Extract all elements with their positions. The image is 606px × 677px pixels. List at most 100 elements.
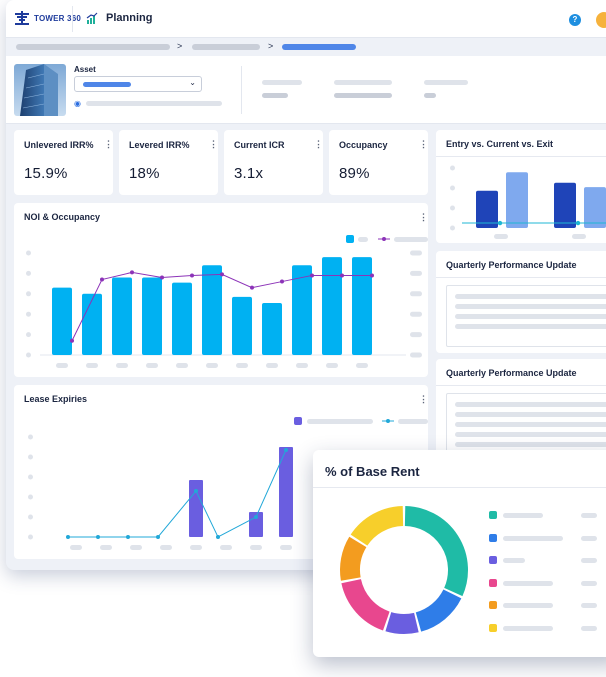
y-tick-label [28,514,33,520]
breadcrumb-item[interactable] [192,44,260,50]
kpi-value: 15.9% [24,165,68,182]
y2-tick-label [410,291,422,297]
y-tick-label [26,270,31,276]
legend-swatch-line-dot [382,237,386,241]
occupancy-point [310,273,314,278]
legend-label [503,535,563,541]
notification-icon[interactable] [596,12,606,28]
noi-bar [142,277,162,355]
kpi-value: 18% [129,165,160,182]
y-tick-label [26,332,31,338]
legend-swatch [489,578,497,587]
breadcrumb-item[interactable] [16,44,170,50]
more-options-icon[interactable]: ⋮ [104,139,113,149]
app-window: TOWER 360 Planning ? > > [6,0,606,570]
asset-meta-label [262,80,302,85]
donut-slice [385,611,419,634]
x-tick-label [70,545,82,550]
x-tick-label [296,363,308,368]
x-tick-label [220,545,232,550]
top-bar: TOWER 360 Planning ? [6,0,606,38]
occupancy-point [130,270,134,275]
x-tick-label [236,363,248,368]
occupancy-point [100,277,104,282]
legend-swatch-line-dot [386,419,390,423]
x-tick-label [250,545,262,550]
y2-tick-label [410,270,422,276]
base-rent-donut-chart [340,506,468,634]
lease-point [126,535,130,539]
more-options-icon[interactable]: ⋮ [314,139,323,149]
update-text-block [446,285,606,347]
noi-bar [232,296,252,355]
x-tick-label [146,363,158,368]
legend-label [503,625,553,631]
legend-value [581,580,597,586]
legend-value [581,603,597,608]
card-title: % of Base Rent [325,464,420,479]
legend-value [581,535,597,541]
exit-point [575,220,581,226]
logo[interactable]: TOWER 360 [14,11,81,25]
kpi-card-occupancy: Occupancy ⋮ 89% [329,130,428,195]
more-options-icon[interactable]: ⋮ [209,139,218,149]
legend-label [503,513,543,518]
breadcrumb-separator: > [268,41,274,51]
kpi-title: Occupancy [339,140,388,150]
app-name: Planning [106,12,153,24]
asset-meta-label [334,80,392,85]
chevron-down-icon: ⌄ [189,78,196,87]
card-title: NOI & Occupancy [24,212,101,222]
y-tick-label [450,165,455,171]
x-tick-label [494,234,508,239]
kpi-card-levered-irr: Levered IRR% ⋮ 18% [119,130,218,195]
donut-slice [404,506,468,597]
kpi-title: Levered IRR% [129,140,190,150]
more-options-icon[interactable]: ⋮ [419,212,428,222]
divider [436,277,606,278]
y2-tick-label [410,332,422,338]
breadcrumb: > > [6,38,606,56]
kpi-value: 89% [339,165,370,182]
app-switcher[interactable]: Planning [86,12,152,24]
noi-occupancy-chart [26,235,428,368]
divider [436,385,606,386]
occupancy-point [70,338,74,343]
y-tick-label [28,494,33,500]
kpi-card-unlevered-irr: Unlevered IRR% ⋮ 15.9% [14,130,113,195]
y-tick-label [450,185,455,191]
card-title: Entry vs. Current vs. Exit [446,139,554,149]
location-pin-icon: ◉ [74,99,81,108]
lease-point [96,535,100,539]
x-tick-label [130,545,142,550]
asset-meta-value [262,93,288,98]
occupancy-point [250,285,254,290]
divider [436,156,606,157]
asset-bar: Asset ⌄ ◉ [6,56,606,124]
growth-chart-icon [86,12,98,24]
asset-dropdown[interactable]: ⌄ [74,76,202,92]
noi-bar [352,257,372,355]
more-options-icon[interactable]: ⋮ [419,139,428,149]
card-title: Lease Expiries [24,394,88,404]
divider [313,487,606,488]
help-icon[interactable]: ? [569,14,581,26]
y2-tick-label [410,311,422,317]
legend-swatch [489,556,497,564]
y2-tick-label [410,250,422,256]
x-tick-label [190,545,202,550]
kpi-title: Unlevered IRR% [24,140,94,150]
card-title: Quarterly Performance Update [446,260,577,270]
logo-text: TOWER 360 [34,13,81,23]
legend-swatch-bars [346,235,354,243]
kpi-card-current-icr: Current ICR ⋮ 3.1x [224,130,323,195]
kpi-value: 3.1x [234,165,264,182]
legend-swatch [489,601,497,609]
more-options-icon[interactable]: ⋮ [419,394,428,404]
asset-meta-value [424,93,436,98]
noi-bar [262,302,282,355]
occupancy-point [370,273,374,278]
current-bar [584,187,606,228]
breadcrumb-current[interactable] [282,44,356,50]
